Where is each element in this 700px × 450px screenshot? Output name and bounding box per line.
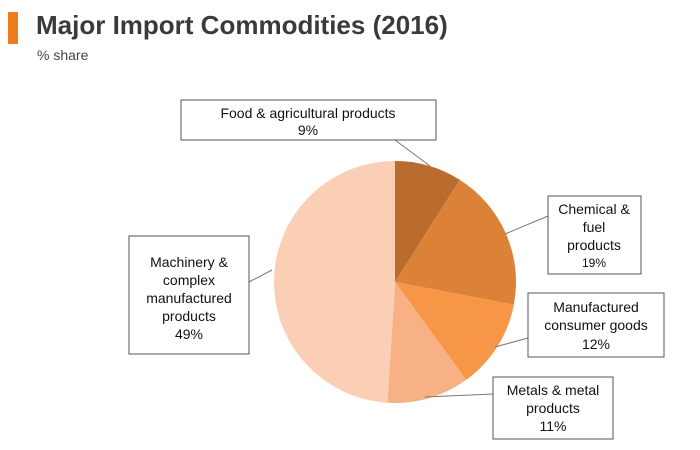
label-name-machinery-1: complex: [163, 272, 215, 288]
label-name-food-0: Food & agricultural products: [220, 105, 395, 121]
label-name-chemical-0: Chemical &: [558, 201, 630, 217]
label-box-manufactured: [527, 292, 665, 358]
label-name-machinery-0: Machinery &: [150, 254, 228, 270]
label-pct-machinery: 49%: [175, 326, 203, 342]
leader-line-chemical: [504, 215, 549, 235]
label-box-chemical: [547, 195, 642, 275]
leader-line-manufactured: [494, 337, 529, 348]
leader-line-machinery: [248, 269, 273, 283]
label-pct-manufactured: 12%: [582, 336, 610, 352]
label-pct-food: 9%: [298, 122, 318, 138]
label-name-machinery-3: products: [162, 308, 216, 324]
slice-label-machinery: Machinery & complex manufactured products 49…: [128, 235, 273, 355]
label-box-machinery: [128, 235, 250, 355]
title-accent-bar: [8, 12, 18, 44]
chart-subtitle: % share: [37, 47, 89, 63]
label-box-food: [180, 99, 437, 141]
slice-label-metals: Metals & metal products 11%: [424, 376, 614, 440]
label-name-chemical-2: products: [567, 237, 621, 253]
label-name-chemical-1: fuel: [583, 219, 606, 235]
slice-label-manufactured: Manufactured consumer goods 12%: [494, 292, 665, 358]
pie-slice-food: [395, 161, 460, 282]
label-pct-chemical: 19%: [582, 256, 606, 270]
leader-line-metals: [424, 393, 494, 398]
label-name-manufactured-0: Manufactured: [553, 299, 639, 315]
chart-title: Major Import Commodities (2016): [36, 10, 448, 40]
pie-slice-manufactured: [395, 282, 514, 380]
pie-slice-machinery: [274, 160, 395, 403]
slice-label-chemical: Chemical & fuel products 19%: [504, 195, 642, 275]
label-name-machinery-2: manufactured: [146, 290, 232, 306]
pie-slice-chemical: [395, 179, 516, 305]
label-pct-metals: 11%: [540, 418, 567, 434]
label-name-manufactured-1: consumer goods: [544, 317, 648, 333]
leader-line-food: [394, 139, 431, 167]
pie-slice-metals: [387, 282, 467, 403]
label-name-metals-0: Metals & metal: [507, 382, 600, 398]
label-box-metals: [492, 376, 614, 440]
label-name-metals-1: products: [526, 400, 580, 416]
